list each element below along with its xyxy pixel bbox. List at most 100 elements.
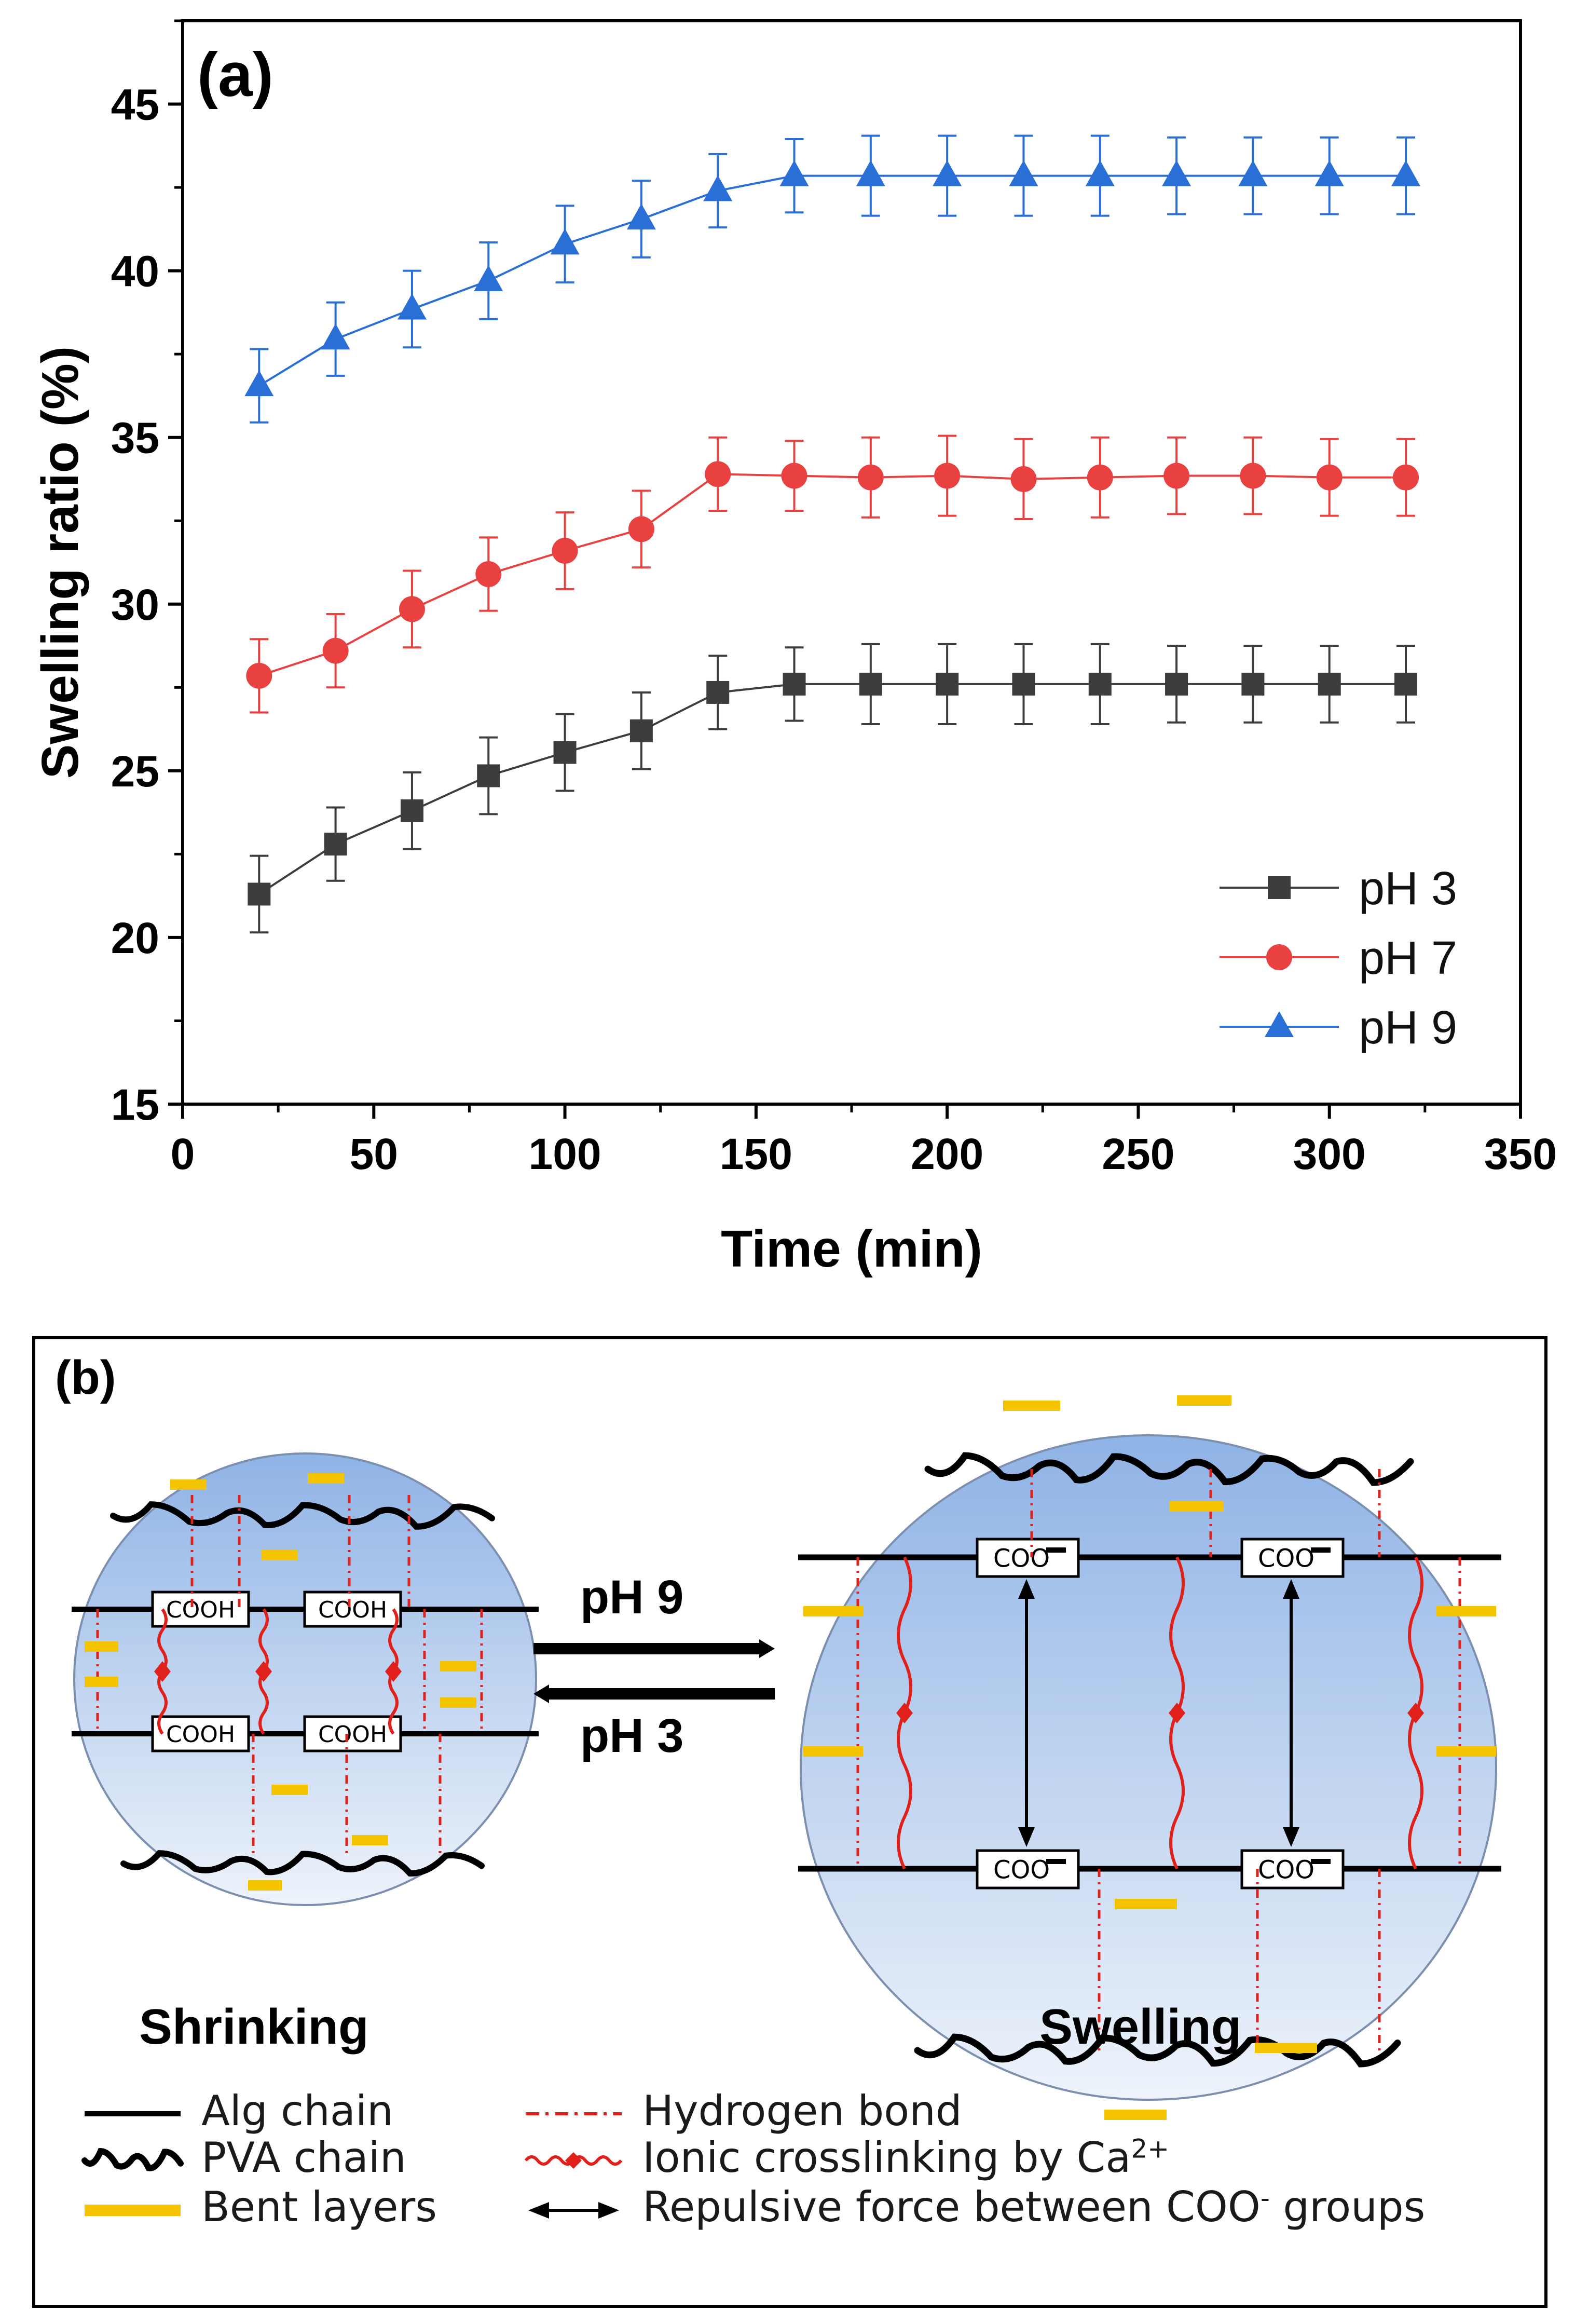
data-point-circle <box>246 662 272 689</box>
pva-chain-bottom <box>120 1850 485 1877</box>
bent-layer <box>1169 1501 1224 1512</box>
data-point-square <box>1318 672 1341 696</box>
shrinking-network: COOH COOH COOH COOH <box>72 1452 539 1906</box>
coo-label: COO <box>993 1855 1050 1884</box>
y-tick-label: 40 <box>111 247 159 296</box>
bent-layer <box>1255 2043 1317 2053</box>
legend-pva-chain: PVA chain <box>201 2133 406 2182</box>
y-tick-label: 25 <box>111 747 159 796</box>
arrow-head-down <box>1283 1827 1299 1847</box>
series-line <box>258 174 1406 387</box>
legend-bent-layers: Bent layers <box>201 2183 437 2231</box>
data-point-triangle <box>1314 160 1344 186</box>
forward-condition-label: pH 9 <box>580 1571 684 1624</box>
data-point-square <box>400 799 423 822</box>
legend-ionic-superscript: 2+ <box>1131 2133 1170 2164</box>
bent-layer <box>261 1550 297 1560</box>
legend-ionic-text: Ionic crosslinking by Ca <box>642 2133 1131 2182</box>
data-point-triangle <box>856 160 885 186</box>
swelling-sphere <box>800 1434 1497 2101</box>
diagram-legend-symbols <box>81 2111 623 2219</box>
pva-chain-top <box>110 1501 495 1530</box>
group-box <box>151 1591 250 1628</box>
arrow-head-up <box>1018 1579 1035 1599</box>
data-point-circle <box>1010 466 1037 492</box>
bent-layer <box>803 1606 863 1616</box>
data-point-triangle <box>321 323 350 350</box>
data-point-circle <box>322 637 349 664</box>
panel-label-a: (a) <box>197 40 273 110</box>
bent-layer <box>803 1746 863 1757</box>
calcium-ion <box>896 1703 913 1723</box>
y-tick-label: 35 <box>111 414 159 463</box>
reversible-arrows <box>533 1639 775 1703</box>
data-point-circle <box>1393 464 1419 491</box>
data-point-circle <box>399 596 425 622</box>
bent-layer <box>271 1785 308 1795</box>
data-point-circle <box>781 463 807 489</box>
calcium-ion <box>255 1661 272 1682</box>
group-box <box>151 1715 250 1752</box>
data-point-square <box>629 719 653 742</box>
x-tick-label: 200 <box>911 1130 983 1178</box>
data-point-square <box>706 681 730 704</box>
x-tick-label: 100 <box>528 1130 601 1178</box>
data-point-square <box>859 672 882 696</box>
bent-layer <box>1177 1395 1231 1406</box>
bent-layer <box>352 1835 388 1845</box>
data-point-square <box>1268 876 1291 899</box>
data-point-square <box>1088 672 1112 696</box>
data-point-triangle <box>397 293 427 320</box>
mechanism-diagram-panel: COOH COOH COOH COOH COO COO COO COO (b) pH 9 p… <box>32 1336 1547 2308</box>
data-point-circle <box>552 538 578 564</box>
series-line <box>258 473 1406 677</box>
calcium-ion <box>1407 1703 1424 1723</box>
series-ph-3 <box>248 643 1418 934</box>
data-point-circle <box>1316 464 1343 491</box>
legend-hydrogen-bond: Hydrogen bond <box>642 2087 962 2135</box>
bent-layer <box>1003 1401 1060 1411</box>
calcium-ion <box>1169 1703 1185 1723</box>
bent-layer <box>440 1697 476 1708</box>
data-point-triangle <box>703 175 733 201</box>
bent-layer <box>1436 1606 1496 1616</box>
bent-layer <box>440 1661 476 1671</box>
legend-repulsive-suffix: groups <box>1269 2183 1426 2231</box>
data-point-triangle <box>1265 1011 1294 1037</box>
legend-repulsive-force: Repulsive force between COO- groups <box>642 2183 1425 2231</box>
bent-layer <box>248 1880 282 1891</box>
data-point-circle <box>628 516 654 542</box>
cooh-label: COOH <box>166 1597 235 1623</box>
legend-repulsive-prefix: Repulsive force between COO <box>642 2183 1261 2231</box>
legend-pva-symbol <box>81 2148 184 2171</box>
data-point-triangle <box>550 228 580 255</box>
data-point-square <box>324 833 347 856</box>
y-axis-label: Swelling ratio (%) <box>31 346 89 779</box>
x-tick-label: 50 <box>350 1130 398 1178</box>
y-tick-label: 45 <box>111 80 159 129</box>
negative-charge <box>1046 1859 1066 1864</box>
legend-label: pH 7 <box>1359 932 1457 984</box>
legend-repulsive-superscript: - <box>1260 2183 1270 2213</box>
data-point-triangle <box>933 160 962 186</box>
bent-layer <box>170 1479 207 1490</box>
cooh-label: COOH <box>166 1721 235 1748</box>
data-point-square <box>936 672 959 696</box>
legend-label: pH 3 <box>1359 863 1457 915</box>
data-point-circle <box>1163 463 1190 489</box>
panel-label-b: (b) <box>55 1351 116 1404</box>
x-tick-label: 150 <box>720 1130 792 1178</box>
calcium-ion <box>385 1661 402 1682</box>
coo-label: COO <box>1258 1855 1314 1884</box>
swelling-network: COO COO COO COO <box>798 1395 1501 2120</box>
y-tick-label: 20 <box>111 914 159 962</box>
data-point-triangle <box>1238 160 1268 186</box>
series-line <box>258 683 1406 895</box>
cooh-label: COOH <box>318 1721 387 1748</box>
bent-layer <box>1115 1899 1177 1909</box>
data-point-triangle <box>1391 160 1421 186</box>
x-tick-label: 250 <box>1102 1130 1174 1178</box>
bent-layer <box>85 1641 118 1652</box>
reverse-condition-label: pH 3 <box>580 1709 684 1762</box>
negative-charge <box>1046 1547 1066 1553</box>
